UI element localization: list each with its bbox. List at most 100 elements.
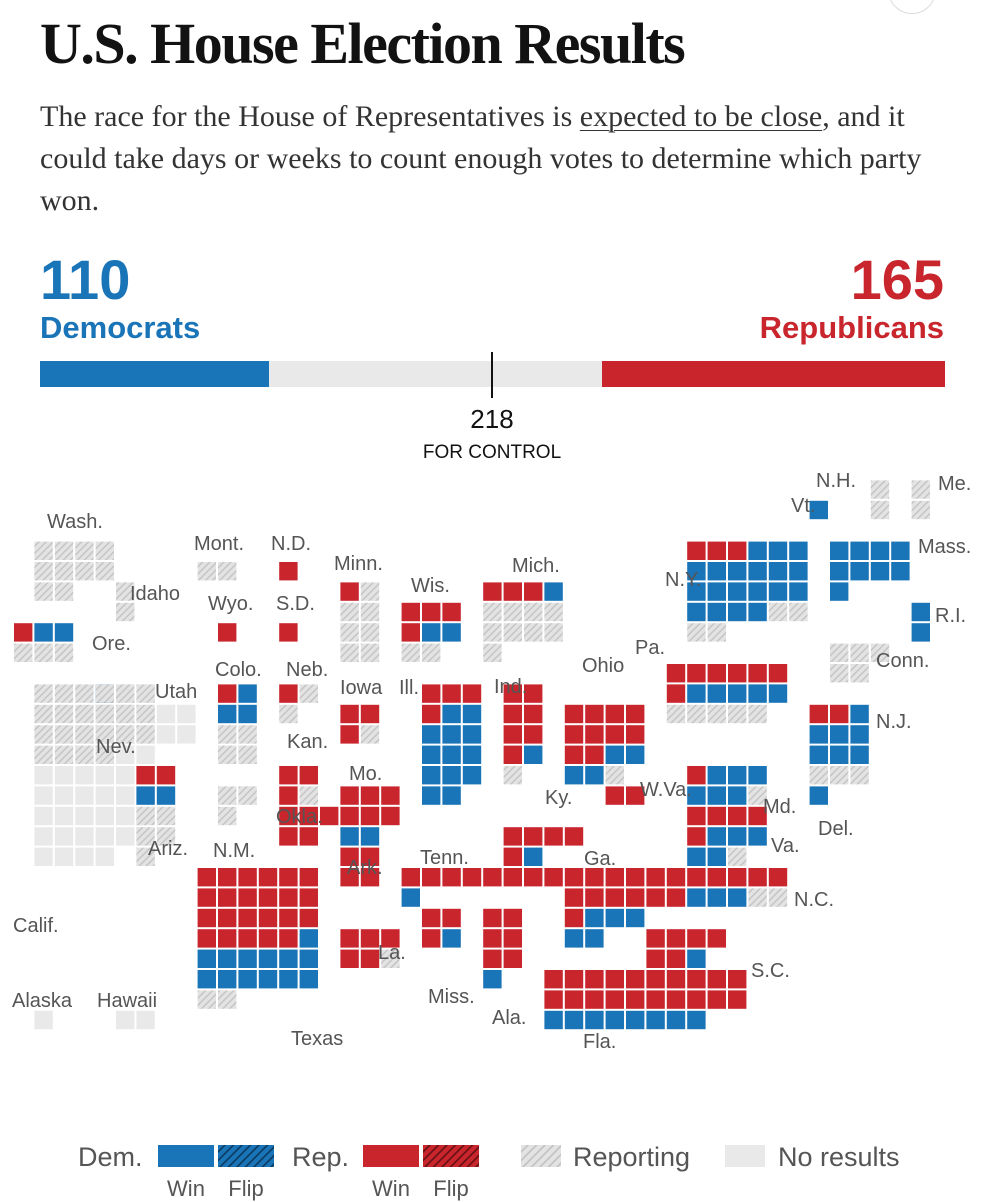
district-pa-dem[interactable] xyxy=(748,684,767,703)
district-ariz-reporting[interactable] xyxy=(136,806,155,826)
district-okla-rep[interactable] xyxy=(320,806,339,826)
district-nc-rep[interactable] xyxy=(748,868,767,887)
district-minn-reporting[interactable] xyxy=(360,582,380,601)
district-mich-rep[interactable] xyxy=(524,582,543,601)
district-ny-dem[interactable] xyxy=(687,602,706,622)
district-ariz-dem[interactable] xyxy=(156,786,176,805)
district-mass-dem[interactable] xyxy=(870,562,890,581)
district-me-reporting[interactable] xyxy=(911,480,930,499)
district-mass-dem[interactable] xyxy=(891,541,910,560)
district-calif-none[interactable] xyxy=(75,847,94,866)
district-fla-dem[interactable] xyxy=(585,1010,604,1030)
district-ny-dem[interactable] xyxy=(748,541,767,560)
district-fla-rep[interactable] xyxy=(544,970,563,989)
district-calif-reporting[interactable] xyxy=(136,684,155,703)
district-ky-rep[interactable] xyxy=(564,827,584,846)
district-ohio-rep[interactable] xyxy=(585,745,604,764)
district-ri-dem[interactable] xyxy=(911,623,930,642)
district-md-reporting[interactable] xyxy=(748,786,767,805)
district-wva-rep[interactable] xyxy=(605,786,624,805)
district-texas-rep[interactable] xyxy=(218,888,237,907)
district-ny-reporting[interactable] xyxy=(687,623,706,642)
district-fla-dem[interactable] xyxy=(626,1010,645,1030)
district-conn-reporting[interactable] xyxy=(870,643,890,662)
district-wis-reporting[interactable] xyxy=(401,643,420,662)
district-iowa-rep[interactable] xyxy=(360,704,380,724)
district-calif-none[interactable] xyxy=(116,827,135,846)
district-texas-rep[interactable] xyxy=(299,908,318,928)
district-fla-rep[interactable] xyxy=(687,970,706,989)
district-calif-none[interactable] xyxy=(116,806,135,826)
district-calif-none[interactable] xyxy=(116,786,135,805)
district-pa-dem[interactable] xyxy=(707,684,726,703)
district-idaho-reporting[interactable] xyxy=(116,582,135,601)
district-calif-reporting[interactable] xyxy=(34,725,53,744)
district-va-rep[interactable] xyxy=(728,806,747,826)
district-neb-reporting[interactable] xyxy=(299,684,318,703)
district-calif-reporting[interactable] xyxy=(54,725,74,744)
district-ohio-rep[interactable] xyxy=(605,725,624,744)
district-ga-rep[interactable] xyxy=(626,868,645,887)
district-calif-reporting[interactable] xyxy=(95,745,114,764)
district-calif-reporting[interactable] xyxy=(95,684,114,703)
district-calif-none[interactable] xyxy=(75,827,94,846)
district-ind-rep[interactable] xyxy=(524,684,543,703)
district-mo-rep[interactable] xyxy=(381,806,400,826)
district-me-reporting[interactable] xyxy=(911,500,930,520)
district-va-dem[interactable] xyxy=(728,827,747,846)
district-kan-reporting[interactable] xyxy=(299,786,318,805)
district-nc-rep[interactable] xyxy=(666,868,686,887)
district-ill-dem[interactable] xyxy=(422,786,441,805)
district-pa-dem[interactable] xyxy=(768,684,788,703)
district-ohio-rep[interactable] xyxy=(605,704,624,724)
district-wash-reporting[interactable] xyxy=(75,541,94,560)
district-va-dem[interactable] xyxy=(687,847,706,866)
district-fla-rep[interactable] xyxy=(728,970,747,989)
district-conn-reporting[interactable] xyxy=(850,664,869,683)
district-wis-rep[interactable] xyxy=(442,602,461,622)
district-fla-dem[interactable] xyxy=(564,1010,584,1030)
district-mass-dem[interactable] xyxy=(850,541,869,560)
district-vt-dem[interactable] xyxy=(809,500,828,520)
district-mich-reporting[interactable] xyxy=(544,623,563,642)
district-ala-rep[interactable] xyxy=(483,929,502,948)
district-ny-dem[interactable] xyxy=(789,541,808,560)
district-kan-rep[interactable] xyxy=(279,786,298,805)
district-mo-rep[interactable] xyxy=(360,786,380,805)
district-colo-reporting[interactable] xyxy=(218,725,237,744)
district-calif-none[interactable] xyxy=(75,766,94,785)
district-colo-dem[interactable] xyxy=(238,704,257,724)
district-va-dem[interactable] xyxy=(748,827,767,846)
district-texas-rep[interactable] xyxy=(258,888,278,907)
district-iowa-reporting[interactable] xyxy=(360,725,380,744)
district-sc-rep[interactable] xyxy=(646,949,665,968)
district-fla-rep[interactable] xyxy=(605,990,624,1009)
district-fla-rep[interactable] xyxy=(687,990,706,1009)
district-calif-reporting[interactable] xyxy=(75,725,94,744)
district-calif-reporting[interactable] xyxy=(136,725,155,744)
district-tenn-rep[interactable] xyxy=(524,868,543,887)
district-fla-rep[interactable] xyxy=(544,990,563,1009)
district-colo-reporting[interactable] xyxy=(218,745,237,764)
district-ore-reporting[interactable] xyxy=(54,643,74,662)
district-conn-reporting[interactable] xyxy=(850,643,869,662)
district-nh-reporting[interactable] xyxy=(870,480,890,499)
district-la-rep[interactable] xyxy=(360,949,380,968)
district-calif-none[interactable] xyxy=(95,786,114,805)
district-ny-dem[interactable] xyxy=(748,562,767,581)
district-fla-rep[interactable] xyxy=(626,990,645,1009)
district-va-rep[interactable] xyxy=(707,806,726,826)
district-calif-none[interactable] xyxy=(54,806,74,826)
district-ore-reporting[interactable] xyxy=(34,643,53,662)
district-calif-none[interactable] xyxy=(95,847,114,866)
district-ny-dem[interactable] xyxy=(748,582,767,601)
district-nd-rep[interactable] xyxy=(279,562,298,581)
district-ky-rep[interactable] xyxy=(524,827,543,846)
district-nj-rep[interactable] xyxy=(809,704,828,724)
district-mich-reporting[interactable] xyxy=(503,602,522,622)
district-sd-rep[interactable] xyxy=(279,623,298,642)
district-nm-reporting[interactable] xyxy=(238,786,257,805)
district-ariz-rep[interactable] xyxy=(136,766,155,785)
district-del-dem[interactable] xyxy=(809,786,828,805)
district-ill-dem[interactable] xyxy=(462,766,482,785)
